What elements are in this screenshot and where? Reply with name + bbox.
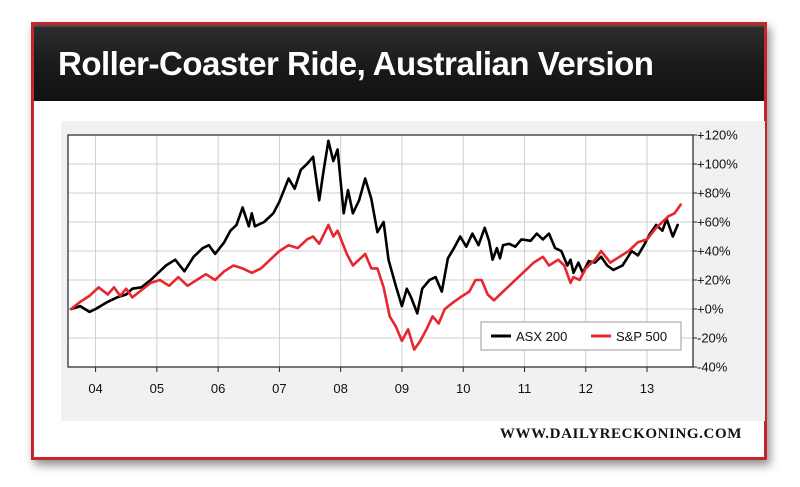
- y-tick-label: +120%: [697, 128, 738, 143]
- y-tick-label: +80%: [697, 186, 731, 201]
- y-tick-label: -40%: [697, 360, 728, 375]
- series-line-asx-200: [69, 139, 679, 315]
- x-tick-label: 10: [456, 381, 470, 396]
- x-tick-label: 06: [211, 381, 225, 396]
- y-tick-label: -20%: [697, 331, 728, 346]
- x-tick-label: 09: [395, 381, 409, 396]
- series-line-s-p-500: [69, 203, 682, 351]
- legend-box: [480, 321, 682, 351]
- x-tick-label: 08: [333, 381, 347, 396]
- title-bar: Roller-Coaster Ride, Australian Version: [34, 25, 764, 101]
- chart-area: +120% +100% +80% +60% +40% +20% +0% -20% -40% 04 0…: [61, 121, 765, 421]
- line-chart: +120% +100% +80% +60% +40% +20% +0% -20% -40% 04 0…: [67, 128, 738, 396]
- chart-title: Roller-Coaster Ride, Australian Version: [58, 45, 654, 82]
- y-tick-label: +20%: [697, 273, 731, 288]
- x-tick-label: 11: [518, 381, 532, 396]
- y-tick-label: +100%: [697, 157, 738, 172]
- x-tick-label: 13: [640, 381, 654, 396]
- x-tick-label: 05: [150, 381, 164, 396]
- watermark: WWW.DAILYRECKONING.COM: [499, 426, 742, 442]
- legend-label: ASX 200: [516, 329, 567, 344]
- y-tick-label: +0%: [697, 302, 724, 317]
- x-tick-label: 07: [272, 381, 286, 396]
- x-tick-label: 04: [88, 381, 102, 396]
- y-tick-label: +60%: [697, 215, 731, 230]
- legend-label: S&P 500: [616, 329, 667, 344]
- y-tick-label: +40%: [697, 244, 731, 259]
- chart-frame: Roller-Coaster Ride, Australian Version …: [31, 22, 767, 460]
- title-bar-highlight: [34, 25, 764, 27]
- x-tick-label: 12: [579, 381, 593, 396]
